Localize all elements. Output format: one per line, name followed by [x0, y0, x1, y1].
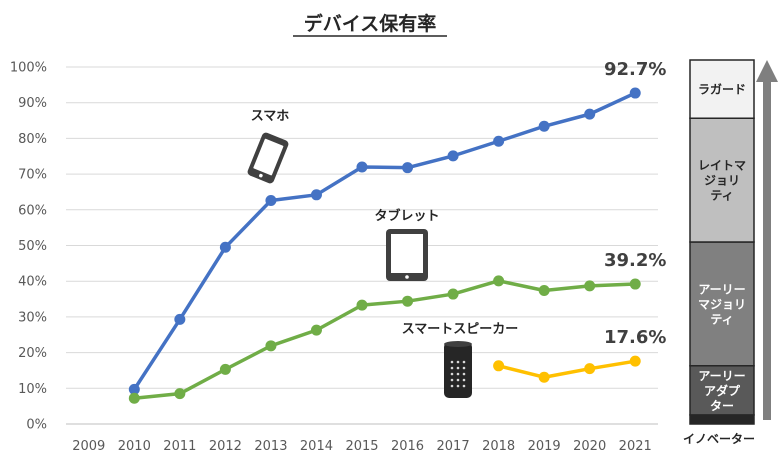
adoption-segment: [689, 414, 755, 425]
data-point: [538, 120, 550, 132]
adoption-segment-bar: [689, 241, 755, 367]
data-point: [538, 284, 550, 296]
smartphone-icon: [247, 132, 289, 184]
series-smart-speaker: [493, 355, 641, 383]
data-point: [538, 371, 550, 383]
series-line: [134, 279, 636, 401]
data-point: [356, 161, 368, 173]
data-point: [584, 108, 596, 120]
series-name-label: スマホ: [251, 109, 290, 124]
data-point: [310, 189, 322, 201]
data-point: [493, 135, 505, 147]
y-tick-label: 70%: [18, 168, 47, 183]
series-labels: スマホ 92.7% タブレット 39.2% スマートスピーカー 17.6%: [251, 59, 667, 348]
data-point: [310, 324, 322, 336]
series-end-value: 92.7%: [604, 59, 666, 80]
data-point: [493, 275, 505, 287]
x-tick-label: 2012: [209, 439, 242, 454]
adoption-segment-label: ティ: [710, 312, 733, 326]
up-arrow-icon: [756, 60, 778, 420]
adoption-segment-label: ジョリ: [704, 174, 740, 188]
adoption-segment-label: アダプ: [704, 383, 741, 398]
x-tick-label: 2016: [391, 439, 424, 454]
smart-speaker-icon: [444, 341, 472, 398]
adoption-segment-label: ティ: [710, 189, 733, 203]
data-point: [629, 278, 641, 290]
adoption-segment-bar: [689, 59, 755, 119]
adoption-segment-bar: [689, 414, 755, 425]
x-axis-ticks: 2009 2010 2011 2012 2013 2014 2015 2016 2017 2018…: [72, 439, 652, 454]
adoption-segment-label: ラガード: [698, 82, 746, 97]
x-tick-label: 2017: [437, 439, 470, 454]
x-tick-label: 2009: [72, 439, 105, 454]
x-tick-label: 2018: [482, 439, 515, 454]
data-point: [356, 299, 368, 311]
x-tick-label: 2019: [528, 439, 561, 454]
data-point: [629, 87, 641, 99]
data-point: [629, 355, 641, 367]
data-point: [174, 388, 186, 400]
y-tick-label: 10%: [18, 382, 47, 397]
data-point: [265, 195, 277, 207]
x-tick-label: 2010: [118, 439, 151, 454]
y-tick-label: 0%: [26, 418, 47, 433]
data-point: [447, 150, 459, 162]
data-point: [128, 392, 140, 404]
y-axis-ticks: 0% 10% 20% 30% 40% 50% 60% 70% 80% 90% 100%: [10, 61, 47, 433]
data-point: [447, 288, 459, 300]
series-line: [498, 359, 636, 379]
grid-lines: [66, 66, 658, 389]
series-tablet: [128, 275, 641, 404]
adoption-segment-label: アーリー: [698, 369, 745, 383]
x-tick-label: 2020: [573, 439, 606, 454]
adoption-segment-label: レイトマ: [698, 159, 746, 173]
adoption-segment-label: ター: [710, 399, 734, 413]
tablet-icon: [386, 229, 428, 281]
y-tick-label: 90%: [18, 96, 47, 111]
y-tick-label: 30%: [18, 310, 47, 325]
series-line: [132, 91, 636, 391]
y-tick-label: 20%: [18, 346, 47, 361]
y-tick-label: 60%: [18, 203, 47, 218]
adoption-segment-bar: [689, 117, 755, 243]
x-tick-label: 2011: [163, 439, 196, 454]
data-point: [402, 295, 414, 307]
data-point: [493, 360, 505, 372]
data-point: [402, 162, 414, 174]
series-layer: [128, 87, 641, 404]
x-tick-label: 2014: [300, 439, 333, 454]
data-point: [584, 280, 596, 292]
x-tick-label: 2015: [345, 439, 378, 454]
x-tick-label: 2013: [254, 439, 287, 454]
data-point: [174, 313, 186, 325]
data-point: [128, 383, 140, 395]
data-point: [219, 241, 231, 253]
y-tick-label: 40%: [18, 275, 47, 290]
series-smartphone: [128, 87, 641, 395]
adoption-segment-bar: [689, 365, 755, 416]
series-end-value: 17.6%: [604, 327, 666, 348]
adoption-segment: ラガード: [689, 59, 755, 119]
y-tick-label: 100%: [10, 61, 47, 76]
x-tick-label: 2021: [619, 439, 652, 454]
series-end-value: 39.2%: [604, 250, 666, 271]
chart-title: デバイス保有率: [304, 12, 436, 35]
y-tick-label: 50%: [18, 239, 47, 254]
adoption-segment-label: マジョリ: [698, 297, 746, 311]
data-point: [265, 340, 277, 352]
adoption-bottom-label: イノベーター: [683, 432, 755, 446]
adoption-segment-label: アーリー: [698, 282, 745, 296]
data-point: [219, 363, 231, 375]
y-tick-label: 80%: [18, 132, 47, 147]
series-name-label: タブレット: [374, 208, 439, 224]
series-name-label: スマートスピーカー: [402, 322, 519, 337]
data-point: [584, 363, 596, 375]
